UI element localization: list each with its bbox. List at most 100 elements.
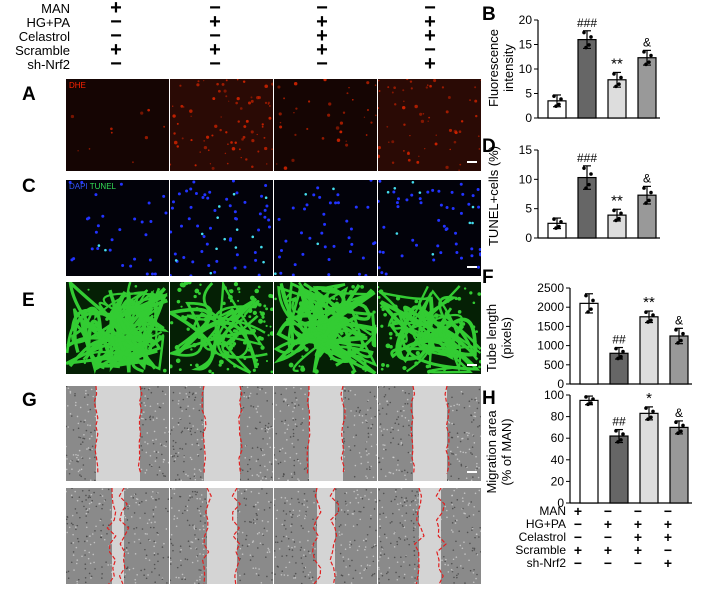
y-tick-label: 0 (557, 496, 564, 510)
tube-image (66, 282, 169, 374)
bar (637, 57, 657, 119)
condition-label-scramble: Scramble (15, 43, 70, 58)
y-tick-label: 0 (557, 377, 564, 391)
data-point (557, 102, 561, 107)
scratch-image (66, 386, 169, 481)
data-point (619, 211, 623, 216)
bottom-condition-sign: + (634, 516, 642, 532)
dapi-tunel-label: DAPI TUNEL (69, 182, 117, 191)
data-point (642, 186, 646, 190)
data-point (621, 432, 625, 436)
y-axis-label: Migration area (484, 410, 499, 494)
data-point (554, 104, 558, 108)
data-point (642, 50, 646, 54)
data-point (584, 293, 588, 298)
condition-sign: + (316, 11, 328, 33)
data-point (651, 313, 655, 317)
panel-letter-b: B (482, 4, 496, 25)
scratch-image (378, 488, 481, 584)
data-point (552, 217, 556, 221)
significance-mark: * (646, 390, 652, 407)
condition-sign: − (110, 53, 122, 75)
data-point (557, 224, 561, 229)
tube-image (274, 282, 377, 374)
y-tick-label: 0 (525, 111, 532, 125)
bottom-condition-label: HG+PA (526, 517, 566, 531)
condition-sign: + (209, 11, 221, 33)
y-tick-label: 2000 (537, 300, 564, 314)
data-point (674, 328, 678, 332)
bar (579, 302, 599, 385)
significance-mark: ## (612, 333, 626, 347)
scratch-image (274, 488, 377, 584)
bottom-condition-label: sh-Nrf2 (527, 556, 567, 570)
condition-sign: − (209, 0, 221, 19)
condition-sign: − (209, 25, 221, 47)
y-tick-label: 5 (525, 87, 532, 101)
data-point (651, 409, 655, 414)
bottom-condition-sign: − (634, 503, 642, 519)
bar (577, 38, 597, 119)
condition-label-celastrol: Celastrol (18, 29, 70, 44)
y-axis-label: Fluorescence (486, 29, 501, 107)
y-tick-label: 1500 (537, 319, 564, 333)
bottom-condition-sign: − (664, 503, 672, 519)
bottom-condition-sign: + (604, 542, 612, 558)
data-point (679, 429, 683, 434)
y-tick-label: 10 (519, 172, 533, 186)
condition-sign: + (424, 11, 436, 33)
bottom-condition-sign: − (664, 542, 672, 558)
data-point (589, 307, 593, 311)
y-tick-label: 60 (551, 431, 565, 445)
data-point (614, 429, 618, 433)
bar (639, 412, 659, 504)
data-point (647, 198, 651, 203)
tunel-image (274, 180, 377, 276)
condition-sign: − (424, 39, 436, 61)
condition-sign: − (424, 0, 436, 19)
data-point (587, 182, 591, 187)
tube-image (170, 282, 273, 374)
condition-sign: + (424, 53, 436, 75)
data-point (649, 318, 653, 323)
significance-mark: & (675, 313, 683, 327)
y-tick-label: 10 (519, 62, 533, 76)
data-point (617, 82, 621, 86)
condition-sign: − (209, 53, 221, 75)
bar (579, 399, 599, 504)
data-point (589, 401, 593, 405)
data-point (559, 97, 563, 101)
bar (669, 426, 689, 504)
chart-b: B 0 5 10 15 20 Fluorescence intensity ### ** & (482, 4, 660, 125)
significance-mark: ## (612, 415, 626, 429)
bottom-condition-label: MAN (539, 504, 566, 518)
y-tick-label: 40 (551, 453, 565, 467)
data-point (616, 440, 620, 444)
significance-mark: ** (643, 294, 655, 311)
scratch-image (378, 386, 481, 481)
data-point (589, 35, 593, 39)
y-tick-label: 20 (551, 474, 565, 488)
panel-letter-a: A (22, 84, 36, 105)
condition-label-sh-nrf2: sh-Nrf2 (27, 57, 70, 72)
tunel-image (378, 180, 481, 276)
tunel-image (170, 180, 273, 276)
significance-mark: ### (577, 16, 597, 30)
panel-letter-e: E (22, 290, 35, 311)
chart-d: D 0 5 10 15 TUNEL+cells (%) ### ** & (482, 136, 660, 246)
bottom-condition-sign: + (574, 503, 582, 519)
data-point (587, 43, 591, 47)
y-tick-label: 1000 (537, 339, 564, 353)
data-point (644, 406, 648, 410)
y-axis-label: intensity (501, 44, 516, 92)
bar-charts: B 0 5 10 15 20 Fluorescence intensity ### ** & D 0 5 1… (482, 4, 692, 571)
condition-sign: − (316, 0, 328, 19)
data-point (614, 218, 618, 223)
data-point (552, 94, 556, 98)
condition-sign: + (110, 39, 122, 61)
data-point (614, 346, 618, 351)
data-point (612, 72, 616, 76)
condition-sign: − (316, 53, 328, 75)
bottom-condition-sign: − (574, 555, 582, 571)
bottom-condition-sign: − (574, 516, 582, 532)
